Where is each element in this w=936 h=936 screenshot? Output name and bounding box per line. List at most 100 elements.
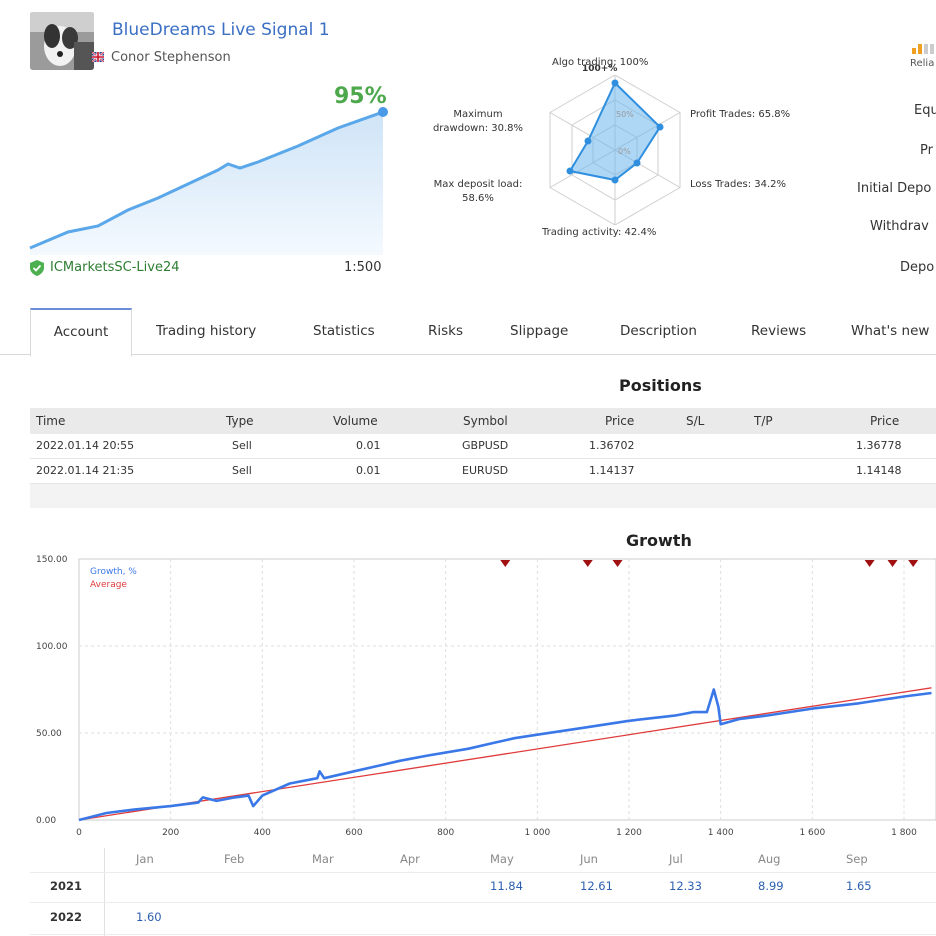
mini-growth-line bbox=[29, 110, 384, 250]
growth-x-tick: 1 400 bbox=[708, 828, 734, 838]
col-price[interactable]: Price bbox=[605, 414, 635, 428]
month-header: Jan bbox=[136, 852, 154, 866]
monthly-return-value[interactable]: 12.33 bbox=[669, 879, 702, 893]
radar-label-loss: Loss Trades: 34.2% bbox=[690, 179, 787, 190]
tab-statistics[interactable]: Statistics bbox=[313, 323, 375, 339]
tab-bar: Account Trading history Statistics Risks… bbox=[0, 308, 936, 357]
radar-label-deposit-load: Max deposit load: 58.6% bbox=[420, 178, 536, 206]
tab-description[interactable]: Description bbox=[620, 323, 697, 339]
row-current-price: 1.14148 bbox=[856, 464, 902, 477]
monthly-row-line bbox=[30, 902, 936, 903]
growth-x-tick: 1 800 bbox=[891, 828, 917, 838]
deal-marker bbox=[908, 560, 919, 567]
radar-label-drawdown-line2: drawdown: 30.8% bbox=[432, 123, 524, 134]
growth-y-tick: 150.00 bbox=[36, 555, 68, 565]
col-tp[interactable]: T/P bbox=[754, 414, 773, 428]
withdrawals-label: Withdrav bbox=[870, 219, 929, 234]
month-header: Sep bbox=[846, 852, 868, 866]
month-header: Jun bbox=[580, 852, 598, 866]
year-label: 2022 bbox=[50, 910, 83, 924]
table-row[interactable]: 2022.01.14 21:35 Sell 0.01 EURUSD 1.1413… bbox=[30, 459, 936, 484]
month-header: Jul bbox=[669, 852, 683, 866]
deal-marker bbox=[500, 560, 511, 567]
deal-marker bbox=[582, 560, 593, 567]
profit-label: Pr bbox=[920, 143, 933, 158]
reliability-bars-icon bbox=[912, 44, 934, 54]
growth-y-tick: 0.00 bbox=[36, 816, 56, 826]
deposits-label: Depo bbox=[900, 260, 935, 275]
table-row[interactable]: 2022.01.14 20:55 Sell 0.01 GBPUSD 1.3670… bbox=[30, 434, 936, 459]
month-header: Apr bbox=[400, 852, 420, 866]
col-time[interactable]: Time bbox=[36, 414, 66, 428]
row-current-price: 1.36778 bbox=[856, 439, 902, 452]
row-price: 1.14137 bbox=[589, 464, 635, 477]
monthly-return-value[interactable]: 8.99 bbox=[758, 879, 784, 893]
growth-plot-frame bbox=[78, 558, 936, 821]
broker-server[interactable]: ICMarketsSC-Live24 bbox=[50, 260, 180, 275]
month-header: Mar bbox=[312, 852, 334, 866]
author-name[interactable]: Conor Stephenson bbox=[111, 50, 231, 65]
row-price: 1.36702 bbox=[589, 439, 635, 452]
radar-point-algo bbox=[611, 79, 619, 87]
row-time: 2022.01.14 21:35 bbox=[36, 464, 135, 477]
radar-point-deposit-load bbox=[566, 167, 574, 175]
month-header: Aug bbox=[758, 852, 781, 866]
signal-title[interactable]: BlueDreams Live Signal 1 bbox=[112, 20, 330, 40]
month-header: May bbox=[490, 852, 514, 866]
growth-y-ticks: 0.00 50.00 100.00 150.00 bbox=[36, 555, 68, 826]
row-volume: 0.01 bbox=[356, 464, 381, 477]
equity-label: Equ bbox=[914, 103, 936, 118]
monthly-return-value[interactable]: 12.61 bbox=[580, 879, 613, 893]
radar-label-drawdown-line1: Maximum bbox=[453, 109, 503, 120]
radar-point-drawdown bbox=[584, 137, 592, 145]
positions-title: Positions bbox=[619, 376, 702, 395]
radar-chart bbox=[549, 75, 681, 225]
growth-x-tick: 1 000 bbox=[524, 828, 550, 838]
initial-deposit-label: Initial Depo bbox=[857, 181, 932, 196]
monthly-returns-table: Jan Feb Mar Apr May Jun Jul Aug Sep 2021 11.84 12.… bbox=[0, 846, 936, 936]
growth-title: Growth bbox=[626, 531, 692, 550]
monthly-return-value[interactable]: 1.65 bbox=[846, 879, 872, 893]
radar-label-profit: Profit Trades: 65.8% bbox=[690, 109, 791, 120]
growth-x-tick: 1 600 bbox=[799, 828, 825, 838]
row-type: Sell bbox=[232, 464, 252, 477]
radar-ring-50: 50% bbox=[616, 110, 634, 119]
monthly-divider bbox=[104, 848, 105, 936]
mini-growth-endpoint bbox=[378, 107, 388, 117]
growth-y-tick: 50.00 bbox=[36, 729, 62, 739]
avatar[interactable] bbox=[30, 12, 94, 70]
legend-growth: Growth, % bbox=[90, 567, 137, 577]
deal-marker bbox=[612, 560, 623, 567]
growth-series bbox=[78, 687, 932, 822]
col-symbol[interactable]: Symbol bbox=[463, 414, 508, 428]
col-sl[interactable]: S/L bbox=[686, 414, 705, 428]
growth-x-tick: 400 bbox=[254, 828, 271, 838]
monthly-row-line bbox=[30, 934, 936, 935]
year-label: 2021 bbox=[50, 879, 83, 893]
radar-label-activity: Trading activity: 42.4% bbox=[542, 227, 657, 238]
leverage-value: 1:500 bbox=[344, 260, 382, 275]
growth-x-tick: 200 bbox=[162, 828, 179, 838]
growth-deal-markers bbox=[500, 560, 919, 567]
tab-reviews[interactable]: Reviews bbox=[751, 323, 807, 339]
mini-growth-chart bbox=[29, 107, 388, 255]
col-volume[interactable]: Volume bbox=[333, 414, 378, 428]
row-type: Sell bbox=[232, 439, 252, 452]
tab-account[interactable]: Account bbox=[30, 308, 132, 357]
monthly-return-value[interactable]: 1.60 bbox=[136, 910, 162, 924]
radar-point-profit bbox=[656, 123, 664, 131]
uk-flag-icon bbox=[92, 52, 104, 62]
growth-percent: 95% bbox=[334, 84, 387, 109]
tab-whats-new[interactable]: What's new bbox=[851, 323, 930, 339]
tab-trading-history[interactable]: Trading history bbox=[156, 323, 257, 339]
tab-risks[interactable]: Risks bbox=[428, 323, 464, 339]
growth-grid bbox=[78, 558, 936, 821]
col-current-price[interactable]: Price bbox=[870, 414, 900, 428]
monthly-return-value[interactable]: 11.84 bbox=[490, 879, 523, 893]
radar-label-drawdown: Maximum drawdown: 30.8% bbox=[420, 108, 536, 136]
radar-label-deposit-load-line1: Max deposit load: bbox=[433, 179, 523, 190]
reliability-label: Relia bbox=[910, 58, 935, 69]
col-type[interactable]: Type bbox=[226, 414, 254, 428]
radar-point-loss bbox=[633, 159, 641, 167]
tab-slippage[interactable]: Slippage bbox=[510, 323, 569, 339]
